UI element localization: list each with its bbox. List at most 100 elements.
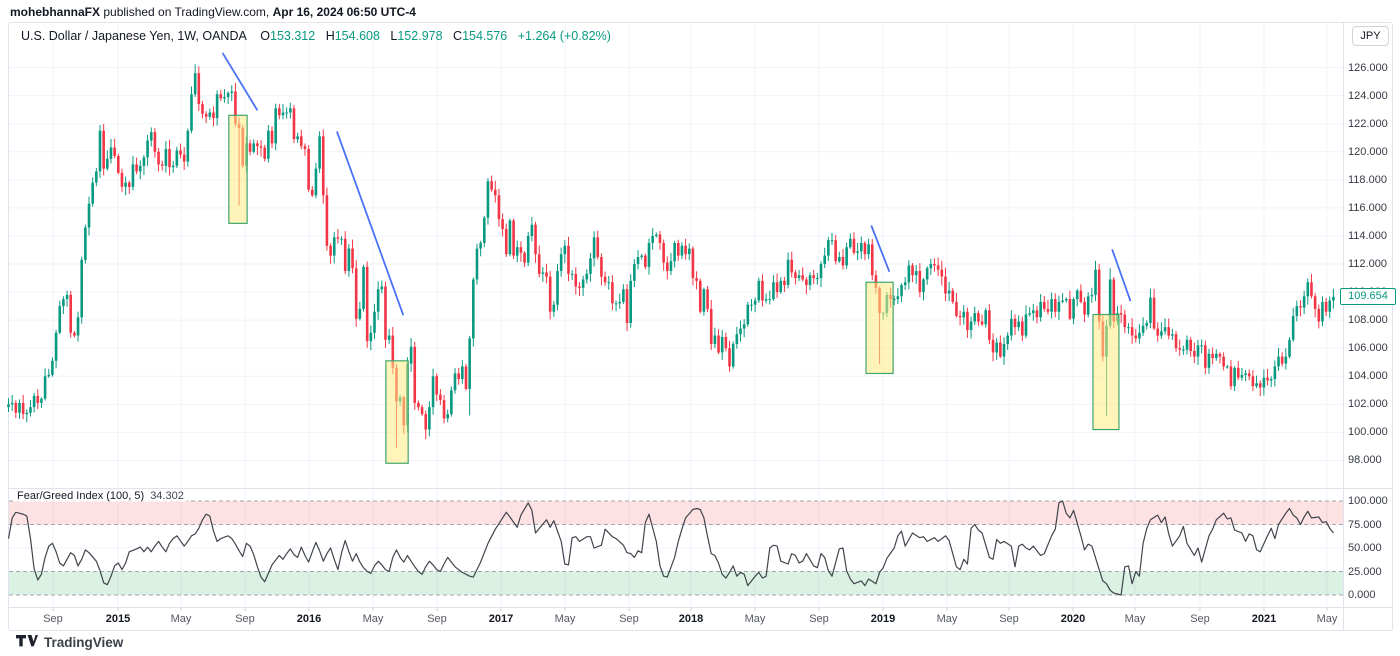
- candle-body: [764, 299, 768, 301]
- candle-body: [201, 104, 204, 114]
- trendline[interactable]: [336, 131, 404, 316]
- candle-body: [545, 272, 548, 277]
- candle-body: [204, 113, 208, 117]
- candle-body: [702, 289, 706, 312]
- candle-body: [281, 112, 285, 116]
- candle-body: [95, 171, 98, 183]
- pane-separator[interactable]: [9, 488, 1392, 489]
- price-tick: 116.000: [1348, 201, 1387, 214]
- candle-body: [1317, 308, 1321, 322]
- candle-body: [903, 282, 907, 286]
- candle-body: [1090, 294, 1094, 297]
- candle-body: [984, 310, 988, 325]
- indicator-tick: 25.000: [1348, 565, 1382, 578]
- candle-body: [574, 273, 578, 287]
- candle-body: [51, 360, 54, 375]
- time-tick: May: [744, 613, 766, 625]
- candle-body: [314, 168, 318, 196]
- candle-body: [336, 237, 340, 239]
- tradingview-logo[interactable]: TradingView: [16, 635, 123, 650]
- tradingview-logo-text: TradingView: [44, 635, 124, 650]
- candle-body: [124, 182, 127, 187]
- candle-body: [585, 273, 589, 280]
- candle-body: [354, 268, 358, 319]
- candle-body: [863, 242, 867, 255]
- candle-body: [936, 265, 940, 270]
- candle-body: [841, 257, 845, 266]
- candle-body: [801, 275, 805, 280]
- candle-body: [58, 306, 62, 333]
- candle-body: [10, 402, 14, 405]
- time-tick: Sep: [43, 613, 63, 625]
- candle-body: [819, 264, 823, 279]
- candle-body: [296, 136, 299, 140]
- candle-body: [870, 244, 874, 276]
- candle-body: [1295, 306, 1299, 316]
- candle-body: [673, 242, 676, 262]
- candle-body: [1211, 353, 1214, 359]
- candle-body: [1324, 301, 1328, 312]
- currency-unit-button[interactable]: JPY: [1352, 26, 1389, 46]
- candle-body: [113, 147, 116, 156]
- candle-body: [1247, 373, 1251, 377]
- candle-body: [797, 275, 801, 279]
- candle-body: [589, 258, 592, 274]
- candle-body: [1185, 339, 1189, 350]
- candle-body: [234, 91, 237, 124]
- candle-body: [409, 346, 413, 364]
- candle-body: [633, 264, 636, 281]
- candle-body: [365, 266, 369, 342]
- candle-body: [1123, 314, 1127, 328]
- highlight-box[interactable]: [228, 114, 248, 224]
- indicator-tick: 75.000: [1348, 518, 1382, 531]
- candle-body: [215, 94, 219, 119]
- candle-body: [1332, 296, 1335, 301]
- highlight-box[interactable]: [865, 281, 894, 375]
- candle-body: [36, 395, 40, 403]
- highlight-box[interactable]: [385, 360, 409, 464]
- candle-body: [988, 310, 991, 340]
- candle-body: [523, 252, 526, 263]
- time-tick: May: [1124, 613, 1146, 625]
- candle-body: [1163, 327, 1167, 332]
- fear-greed-line: [7, 500, 1334, 596]
- candle-body: [1152, 297, 1156, 329]
- trendline[interactable]: [1111, 249, 1132, 302]
- candle-body: [786, 259, 790, 286]
- candle-body: [1262, 377, 1266, 388]
- candle-body: [1240, 374, 1244, 378]
- time-tick: May: [936, 613, 958, 625]
- candle-body: [127, 182, 131, 187]
- indicator-name: Fear/Greed Index (100, 5): [17, 490, 145, 502]
- candle-body: [1310, 282, 1313, 297]
- candle-body: [728, 348, 731, 367]
- candle-body: [54, 332, 58, 361]
- candle-body: [1075, 290, 1079, 300]
- candle-body: [43, 376, 47, 399]
- candle-body: [1302, 296, 1306, 308]
- candle-body: [417, 402, 420, 408]
- candle-body: [340, 238, 343, 240]
- candle-body: [18, 402, 21, 413]
- annotations-layer[interactable]: [222, 52, 1132, 464]
- candle-body: [358, 308, 362, 319]
- trendline[interactable]: [870, 225, 890, 272]
- time-tick: Sep: [235, 613, 255, 625]
- candle-body: [442, 400, 446, 419]
- price-tick: 114.000: [1348, 229, 1387, 242]
- candle-body: [1083, 301, 1086, 315]
- candle-body: [307, 148, 310, 190]
- candle-body: [32, 395, 36, 408]
- candle-body: [969, 321, 973, 330]
- candle-body: [76, 317, 80, 336]
- candle-body: [278, 108, 281, 116]
- highlight-box[interactable]: [1092, 313, 1120, 431]
- indicator-legend[interactable]: Fear/Greed Index (100, 5) 34.302: [14, 490, 187, 502]
- candle-body: [1039, 301, 1042, 318]
- candle-body: [1021, 321, 1024, 336]
- candle-body: [318, 136, 321, 169]
- trendline[interactable]: [222, 52, 258, 111]
- symbol-legend[interactable]: U.S. Dollar / Japanese Yen, 1W, OANDA O1…: [21, 29, 611, 43]
- candle-body: [794, 272, 797, 279]
